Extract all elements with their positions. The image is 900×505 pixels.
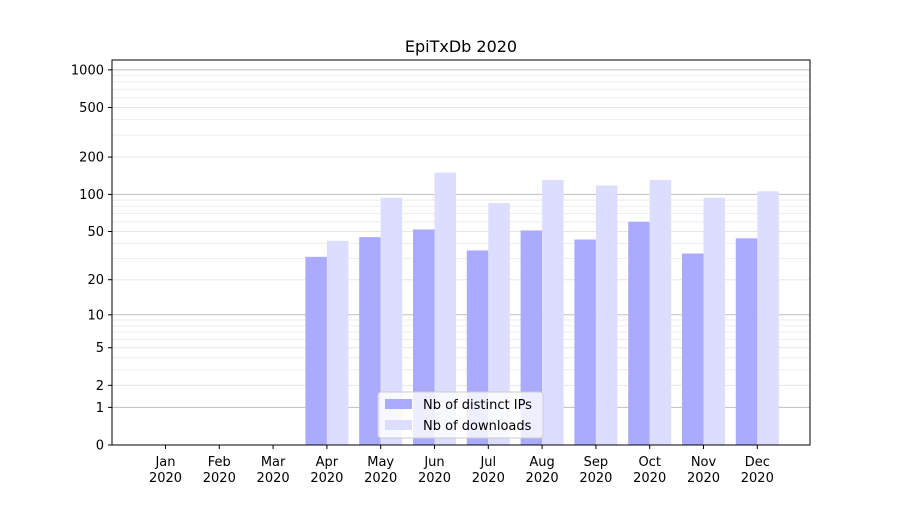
x-tick-label: Sep 2020 (579, 455, 612, 486)
bar-distinct-ips (682, 253, 704, 445)
legend-label: Nb of downloads (423, 419, 532, 434)
y-tick-label: 20 (87, 273, 104, 288)
legend-label: Nb of distinct IPs (423, 398, 532, 413)
bar-downloads (326, 240, 349, 445)
legend: Nb of distinct IPs Nb of downloads (377, 391, 544, 439)
bar-distinct-ips (359, 237, 381, 445)
x-tick-label: Apr 2020 (310, 455, 343, 486)
bar-downloads (542, 179, 564, 445)
y-tick-label: 100 (79, 188, 104, 203)
x-tick-label: Jul 2020 (472, 455, 505, 486)
bar-distinct-ips (413, 229, 435, 445)
x-tick-label: Aug 2020 (526, 455, 559, 486)
y-tick-label: 0 (96, 439, 104, 454)
bar-downloads (434, 172, 456, 445)
bar-downloads (757, 191, 779, 445)
bar-downloads (488, 203, 510, 445)
x-tick-label: Oct 2020 (633, 455, 666, 486)
y-tick-label: 500 (79, 101, 104, 116)
bar-downloads (649, 179, 672, 445)
bars (305, 172, 779, 445)
x-tick-label: May 2020 (364, 455, 397, 486)
x-tick-label: Jan 2020 (149, 455, 182, 486)
bar-downloads (595, 185, 618, 445)
y-tick-label: 1 (96, 401, 104, 416)
bar-distinct-ips (520, 230, 543, 445)
bar-distinct-ips (628, 221, 650, 445)
bar-distinct-ips (574, 239, 596, 445)
bar-distinct-ips (305, 256, 327, 445)
x-tick-label: Mar 2020 (257, 455, 290, 486)
legend-box (377, 391, 544, 439)
bar-downloads (380, 197, 403, 445)
y-axis: 0 1 2 5 10 20 50 100 200 500 1000 (71, 63, 112, 454)
x-tick-label: Nov 2020 (687, 455, 720, 486)
y-tick-label: 1000 (71, 63, 104, 78)
legend-swatch (385, 420, 412, 430)
y-tick-label: 50 (87, 225, 104, 240)
x-tick-label: Jun 2020 (418, 455, 451, 486)
y-tick-label: 2 (96, 379, 104, 394)
bar-distinct-ips (735, 238, 758, 445)
plot-frame (111, 59, 811, 446)
x-tick-label: Feb 2020 (203, 455, 236, 486)
legend-swatch (385, 399, 412, 409)
y-tick-label: 5 (96, 341, 104, 356)
bar-downloads (703, 197, 725, 445)
chart-title: EpiTxDb 2020 (405, 37, 517, 56)
y-tick-label: 200 (79, 151, 104, 166)
x-tick-label: Dec 2020 (741, 455, 774, 486)
x-axis: Jan 2020 Feb 2020 Mar 2020 Apr 2020 May 2020 Jun 20… (149, 445, 774, 486)
y-tick-label: 10 (87, 308, 104, 323)
